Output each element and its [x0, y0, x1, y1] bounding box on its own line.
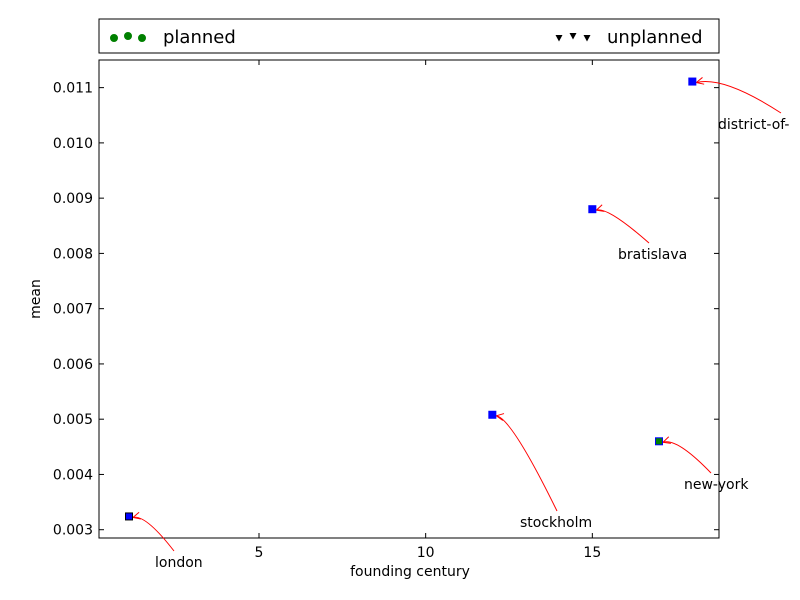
legend-label-planned: planned	[163, 27, 236, 48]
annotation-arrow	[132, 516, 175, 552]
x-tick-label: 10	[417, 545, 435, 561]
legend-planned-marker	[138, 34, 146, 42]
data-point-districtof	[688, 77, 697, 86]
annotation-arrows	[131, 77, 782, 552]
data-point-london	[125, 512, 133, 521]
annotation-arrow	[696, 81, 782, 114]
annotation-arrowhead	[695, 77, 705, 85]
legend-unplanned-marker	[569, 33, 577, 40]
point-label-london: london	[155, 555, 203, 571]
x-axis-title: founding century	[350, 564, 470, 580]
axis-tick-labels: 5 10 15 0.003 0.004 0.005 0.006 0.007 0.008 0.009…	[53, 81, 601, 561]
y-axis-title: mean	[28, 279, 44, 319]
point-label-newyork: new-york	[684, 477, 749, 493]
legend-planned-marker	[110, 34, 118, 42]
annotation-arrow	[596, 209, 650, 244]
y-tick-label: 0.005	[53, 412, 93, 428]
legend-unplanned-markers	[555, 33, 591, 42]
annotation-arrow	[496, 415, 558, 512]
plot-frame	[98, 59, 720, 539]
data-point-bratislava	[588, 205, 597, 214]
legend: planned unplanned	[98, 18, 720, 54]
annotation-arrow	[662, 441, 712, 474]
data-points	[125, 77, 697, 521]
point-label-districtof: district-of-	[718, 117, 789, 133]
y-tick-label: 0.003	[53, 523, 93, 539]
y-tick-label: 0.008	[53, 246, 93, 262]
x-tick-label: 5	[255, 545, 264, 561]
legend-unplanned-marker	[583, 35, 591, 42]
y-tick-label: 0.010	[53, 136, 93, 152]
x-tick-label: 15	[583, 545, 601, 561]
y-tick-label: 0.006	[53, 357, 93, 373]
legend-label-unplanned: unplanned	[607, 27, 703, 48]
legend-planned-markers	[110, 32, 146, 42]
point-labels: london stockholm bratislava new-york distric…	[155, 117, 789, 571]
legend-frame	[98, 18, 720, 54]
y-tick-label: 0.009	[53, 191, 93, 207]
legend-planned-marker	[124, 32, 132, 40]
point-label-bratislava: bratislava	[618, 247, 687, 263]
y-tick-label: 0.007	[53, 302, 93, 318]
y-tick-label: 0.011	[53, 81, 93, 97]
legend-unplanned-marker	[555, 35, 563, 42]
data-point-newyork	[655, 437, 663, 446]
y-tick-label: 0.004	[53, 467, 93, 483]
point-label-stockholm: stockholm	[520, 515, 592, 531]
data-point-stockholm	[488, 410, 497, 419]
axis-ticks	[99, 60, 719, 538]
